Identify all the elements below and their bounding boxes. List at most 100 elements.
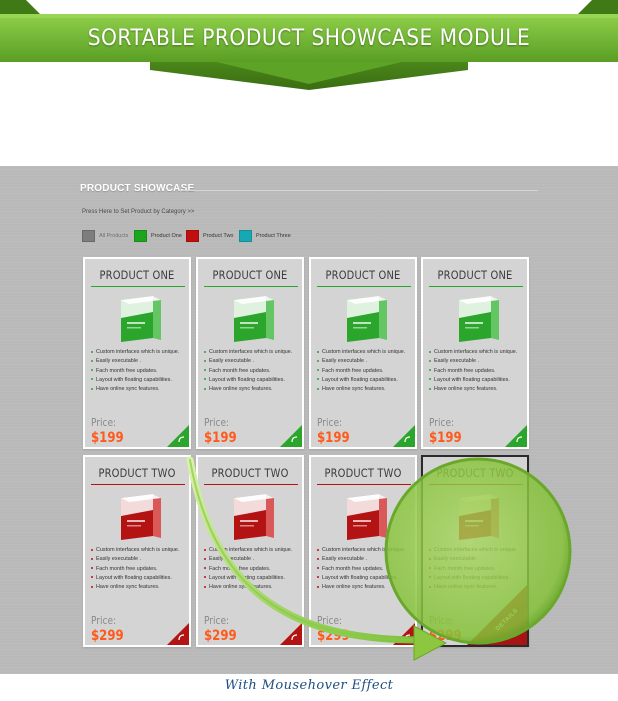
name-underline <box>204 484 298 485</box>
category-hint-link[interactable]: Press Here to Set Product by Category >> <box>82 209 195 215</box>
bullet-icon <box>204 350 206 353</box>
product-box-icon <box>347 296 387 342</box>
product-card[interactable]: PRODUCT TWO Custom interfaces which is u… <box>309 455 417 647</box>
feature-item: Easily executable . <box>91 357 189 366</box>
feature-text: Layout with floating capabilities. <box>434 376 510 383</box>
feature-item: Have online sync features. <box>91 385 189 394</box>
bullet-icon <box>317 387 319 390</box>
feature-text: Custom interfaces which is unique. <box>209 547 293 553</box>
showcase-title: PRODUCT SHOWCASE <box>80 183 195 194</box>
bullet-icon <box>204 557 206 560</box>
feature-item: Fach month free updates. <box>91 367 189 376</box>
feature-item: Custom interfaces which is unique. <box>429 348 527 357</box>
feature-item: Easily executable . <box>204 357 302 366</box>
filter-all-products[interactable]: All Products <box>82 230 128 242</box>
bullet-icon <box>429 557 431 560</box>
bullet-icon <box>429 369 431 372</box>
bullet-icon <box>204 359 206 362</box>
feature-text: Easily executable . <box>96 556 141 563</box>
filter-label: All Products <box>99 233 129 239</box>
bullet-icon <box>429 387 431 390</box>
feature-text: Fach month free updates. <box>322 367 384 374</box>
price-label: Price: <box>317 417 343 429</box>
bullet-icon <box>317 567 319 570</box>
feature-text: Custom interfaces which is unique. <box>434 349 518 355</box>
feature-text: Have online sync features. <box>209 584 273 591</box>
feature-list: Custom interfaces which is unique. Easily… <box>317 348 415 394</box>
bullet-icon <box>204 548 206 551</box>
feature-text: Easily executable . <box>209 358 254 365</box>
product-box-icon <box>459 296 499 342</box>
bullet-icon <box>317 585 319 588</box>
feature-text: Fach month free updates. <box>209 367 271 374</box>
product-card[interactable]: PRODUCT TWO Custom interfaces which is u… <box>196 455 304 647</box>
product-card[interactable]: PRODUCT TWO Custom interfaces which is u… <box>83 455 191 647</box>
bullet-icon <box>317 548 319 551</box>
filter-product-two[interactable]: Product Two <box>186 230 233 242</box>
feature-item: Custom interfaces which is unique. <box>91 546 189 555</box>
feature-text: Layout with floating capabilities. <box>322 574 398 581</box>
details-corner[interactable] <box>505 425 527 447</box>
product-name: PRODUCT ONE <box>325 268 401 282</box>
price-value: $199 <box>91 430 124 446</box>
feature-item: Easily executable . <box>317 555 415 564</box>
bullet-icon <box>317 369 319 372</box>
product-card[interactable]: PRODUCT ONE Custom interfaces which is u… <box>309 257 417 449</box>
name-underline <box>204 286 298 287</box>
feature-list: Custom interfaces which is unique. Easily… <box>91 348 189 394</box>
feature-item: Have online sync features. <box>429 385 527 394</box>
price-label: Price: <box>317 615 343 627</box>
bullet-icon <box>91 585 93 588</box>
filter-product-three[interactable]: Product Three <box>239 230 291 242</box>
feature-item: Fach month free updates. <box>317 565 415 574</box>
bullet-icon <box>91 378 93 381</box>
name-underline <box>429 286 523 287</box>
details-corner[interactable] <box>393 425 415 447</box>
feature-text: Layout with floating capabilities. <box>96 574 172 581</box>
bullet-icon <box>91 359 93 362</box>
feature-item: Easily executable . <box>429 555 527 564</box>
feature-list: Custom interfaces which is unique. Easily… <box>204 546 302 592</box>
details-corner[interactable] <box>280 425 302 447</box>
filter-label: Product One <box>151 233 182 239</box>
product-card[interactable]: PRODUCT ONE Custom interfaces which is u… <box>196 257 304 449</box>
feature-text: Custom interfaces which is unique. <box>209 349 293 355</box>
price-label: Price: <box>91 615 117 627</box>
feature-list: Custom interfaces which is unique. Easily… <box>91 546 189 592</box>
feature-text: Layout with floating capabilities. <box>209 574 285 581</box>
product-name: PRODUCT TWO <box>211 466 289 480</box>
product-card[interactable]: PRODUCT ONE Custom interfaces which is u… <box>421 257 529 449</box>
feature-text: Fach month free updates. <box>96 565 158 572</box>
price-value: $299 <box>204 628 237 644</box>
bullet-icon <box>317 378 319 381</box>
feature-item: Layout with floating capabilities. <box>429 574 527 583</box>
feature-text: Have online sync features. <box>434 386 498 393</box>
filter-swatch <box>239 230 252 242</box>
filter-product-one[interactable]: Product One <box>134 230 182 242</box>
feature-text: Easily executable . <box>322 358 367 365</box>
feature-item: Fach month free updates. <box>317 367 415 376</box>
price-label: Price: <box>204 615 230 627</box>
feature-item: Layout with floating capabilities. <box>317 574 415 583</box>
product-card[interactable]: PRODUCT ONE Custom interfaces which is u… <box>83 257 191 449</box>
bullet-icon <box>204 567 206 570</box>
product-card[interactable]: PRODUCT TWO Custom interfaces which is u… <box>421 455 529 647</box>
feature-list: Custom interfaces which is unique. Easily… <box>429 348 527 394</box>
name-underline <box>317 286 411 287</box>
feature-text: Custom interfaces which is unique. <box>322 349 406 355</box>
details-corner[interactable] <box>167 623 189 645</box>
ribbon-shape <box>0 0 618 90</box>
product-name: PRODUCT TWO <box>436 466 514 480</box>
bullet-icon <box>317 350 319 353</box>
product-box-icon <box>459 494 499 540</box>
details-corner[interactable] <box>467 585 527 645</box>
feature-item: Have online sync features. <box>91 583 189 592</box>
bullet-icon <box>204 387 206 390</box>
feature-text: Fach month free updates. <box>209 565 271 572</box>
feature-text: Easily executable . <box>209 556 254 563</box>
bullet-icon <box>317 359 319 362</box>
banner-title: SORTABLE PRODUCT SHOWCASE MODULE <box>87 26 531 51</box>
feature-item: Layout with floating capabilities. <box>204 376 302 385</box>
details-corner[interactable] <box>167 425 189 447</box>
feature-text: Custom interfaces which is unique. <box>96 349 180 355</box>
